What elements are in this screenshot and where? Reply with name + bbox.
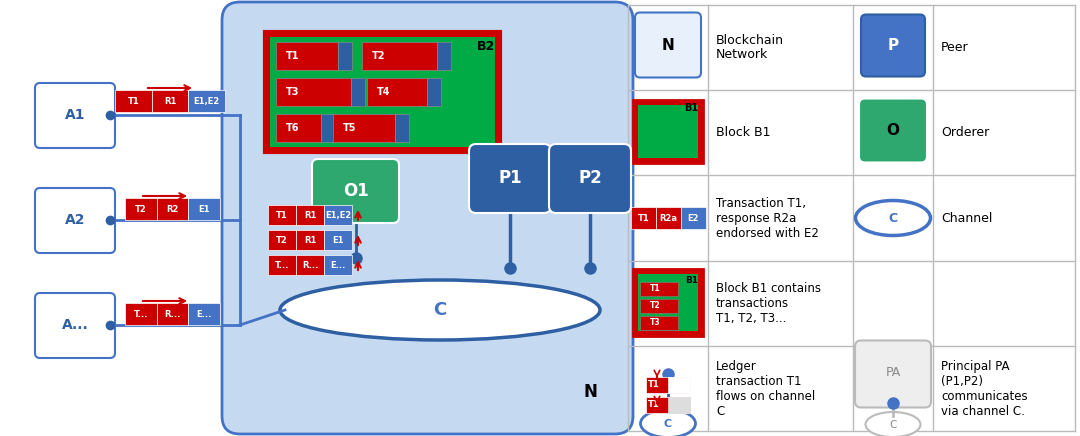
Text: T4: T4 xyxy=(377,87,391,97)
FancyBboxPatch shape xyxy=(35,188,114,253)
Bar xyxy=(114,90,151,112)
Text: Block B1: Block B1 xyxy=(716,126,770,139)
Bar xyxy=(151,90,188,112)
Bar xyxy=(268,255,296,275)
Text: P1: P1 xyxy=(498,169,522,187)
Bar xyxy=(188,198,220,220)
Text: C: C xyxy=(889,211,897,225)
Bar xyxy=(669,377,690,392)
Bar xyxy=(638,273,698,330)
Text: R...: R... xyxy=(301,260,319,269)
Text: Ledger
transaction T1
flows on channel
C: Ledger transaction T1 flows on channel C xyxy=(716,360,815,418)
Text: A1: A1 xyxy=(65,108,85,122)
Text: A2: A2 xyxy=(65,213,85,227)
Text: C: C xyxy=(889,419,896,429)
Text: E1,E2: E1,E2 xyxy=(325,211,351,219)
Text: Orderer: Orderer xyxy=(941,126,989,139)
Bar xyxy=(427,78,441,106)
Text: T1: T1 xyxy=(127,96,139,106)
Text: O1: O1 xyxy=(342,182,368,200)
Text: Blockchain
Network: Blockchain Network xyxy=(716,34,784,61)
Bar xyxy=(268,230,296,250)
Bar xyxy=(188,90,225,112)
Bar xyxy=(188,303,220,325)
Text: Channel: Channel xyxy=(941,211,993,225)
Bar xyxy=(631,207,656,229)
Bar xyxy=(296,230,324,250)
Text: N: N xyxy=(583,383,597,401)
Bar xyxy=(646,377,690,392)
FancyBboxPatch shape xyxy=(635,13,701,78)
Text: C: C xyxy=(664,419,672,429)
Text: Peer: Peer xyxy=(941,41,969,54)
Text: T...: T... xyxy=(274,260,289,269)
Text: B1: B1 xyxy=(685,276,698,285)
Text: R2: R2 xyxy=(166,204,178,214)
Text: T...: T... xyxy=(134,310,148,319)
Text: R2a: R2a xyxy=(660,214,677,222)
Bar xyxy=(395,114,409,142)
Text: Principal PA
(P1,P2)
communicates
via channel C.: Principal PA (P1,P2) communicates via ch… xyxy=(941,360,1028,418)
Text: O: O xyxy=(887,123,900,138)
Bar xyxy=(125,198,157,220)
Ellipse shape xyxy=(855,201,931,235)
Bar xyxy=(633,269,703,335)
Bar xyxy=(646,396,690,412)
Ellipse shape xyxy=(640,409,696,436)
Bar xyxy=(296,255,324,275)
Bar xyxy=(296,205,324,225)
Text: E1: E1 xyxy=(333,235,343,245)
Text: T1: T1 xyxy=(276,211,288,219)
Text: T1: T1 xyxy=(286,51,299,61)
Bar xyxy=(321,114,335,142)
Text: E1: E1 xyxy=(199,204,210,214)
Text: E...: E... xyxy=(330,260,346,269)
Text: C: C xyxy=(433,301,447,319)
Text: R1: R1 xyxy=(303,211,316,219)
Text: R...: R... xyxy=(164,310,180,319)
Bar xyxy=(125,303,157,325)
FancyBboxPatch shape xyxy=(222,2,633,434)
Bar xyxy=(640,316,678,330)
Text: T1: T1 xyxy=(648,400,660,409)
Text: P: P xyxy=(888,38,899,53)
Bar xyxy=(324,230,352,250)
Bar xyxy=(362,42,437,70)
Bar xyxy=(333,114,395,142)
Bar xyxy=(265,32,500,152)
FancyBboxPatch shape xyxy=(549,144,631,213)
Bar xyxy=(638,105,698,157)
Text: E1,E2: E1,E2 xyxy=(193,96,220,106)
FancyBboxPatch shape xyxy=(35,293,114,358)
Text: R1: R1 xyxy=(164,96,176,106)
Text: B2: B2 xyxy=(476,40,495,53)
FancyBboxPatch shape xyxy=(469,144,551,213)
Bar xyxy=(669,396,690,412)
Bar xyxy=(276,42,338,70)
Bar xyxy=(367,78,427,106)
Ellipse shape xyxy=(865,412,920,436)
Text: N: N xyxy=(662,38,674,53)
FancyBboxPatch shape xyxy=(35,83,114,148)
Text: PA: PA xyxy=(886,366,901,379)
Text: T2: T2 xyxy=(650,301,661,310)
Bar xyxy=(640,282,678,296)
FancyBboxPatch shape xyxy=(859,99,927,163)
Text: T6: T6 xyxy=(286,123,299,133)
Ellipse shape xyxy=(280,280,600,340)
Text: E2: E2 xyxy=(688,214,699,222)
Bar xyxy=(681,207,706,229)
Bar xyxy=(324,255,352,275)
Bar xyxy=(640,299,678,313)
FancyBboxPatch shape xyxy=(855,341,931,408)
Text: B1: B1 xyxy=(684,102,698,112)
FancyBboxPatch shape xyxy=(861,14,924,76)
Text: Transaction T1,
response R2a
endorsed with E2: Transaction T1, response R2a endorsed wi… xyxy=(716,197,819,239)
Bar xyxy=(276,114,321,142)
Bar xyxy=(351,78,365,106)
Text: T2: T2 xyxy=(372,51,386,61)
FancyBboxPatch shape xyxy=(312,159,399,223)
Text: T1: T1 xyxy=(648,380,660,389)
Bar xyxy=(270,37,495,147)
Text: P2: P2 xyxy=(578,169,602,187)
